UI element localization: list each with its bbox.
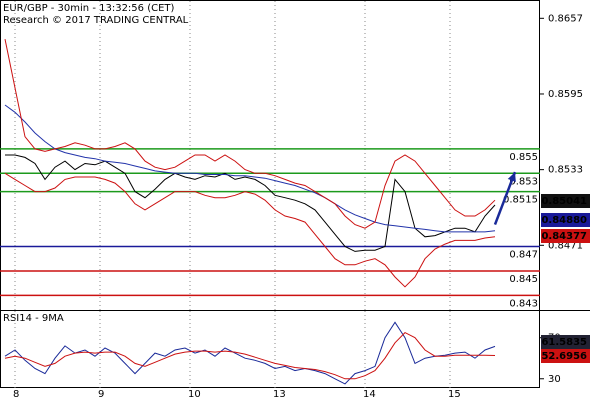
y-tick-label: 0.8657	[548, 13, 583, 24]
level-label: 0.855	[509, 152, 538, 163]
price-tag	[541, 335, 590, 349]
price-tag-label: 0.84377	[541, 231, 587, 242]
price-tag-label: 0.85041	[541, 196, 587, 207]
forecast-arrow	[493, 171, 517, 226]
x-tick-label: 13	[273, 389, 286, 400]
x-tick-label: 8	[13, 389, 19, 400]
forecast-arrowhead	[507, 172, 516, 183]
price-tag-label: 52.6956	[541, 351, 587, 362]
price-tag	[541, 349, 590, 363]
level-label: 0.853	[509, 176, 538, 187]
chart-title: EUR/GBP - 30min - 13:32:56 (CET)	[3, 3, 175, 14]
series-line	[5, 154, 496, 252]
series-line	[4, 331, 496, 380]
price-tag-label: 0.84880	[541, 215, 587, 226]
level-label: 0.847	[509, 250, 538, 261]
price-tag	[541, 213, 590, 227]
chart-subtitle: Research © 2017 TRADING CENTRAL	[3, 15, 189, 26]
series-line	[4, 104, 496, 233]
series-line	[4, 321, 496, 385]
y-tick-label: 0.8533	[548, 165, 583, 176]
x-tick-label: 10	[188, 389, 201, 400]
frame	[0, 0, 540, 388]
y-tick-label: 0.8471	[548, 240, 583, 251]
y-tick-label: 30	[548, 374, 561, 385]
series-line	[4, 172, 496, 288]
x-tick-label: 15	[448, 389, 461, 400]
price-tag	[541, 194, 590, 208]
level-label: 0.8515	[503, 195, 538, 206]
level-label: 0.843	[509, 298, 538, 309]
level-label: 0.845	[509, 274, 538, 285]
x-tick-label: 9	[98, 389, 104, 400]
x-tick-label: 14	[363, 389, 376, 400]
y-tick-label: 0.8595	[548, 89, 583, 100]
rsi-title: RSI14 - 9MA	[3, 313, 64, 324]
price-tag-label: 61.5835	[541, 337, 587, 348]
series-line	[4, 38, 496, 229]
price-tag	[541, 229, 590, 243]
